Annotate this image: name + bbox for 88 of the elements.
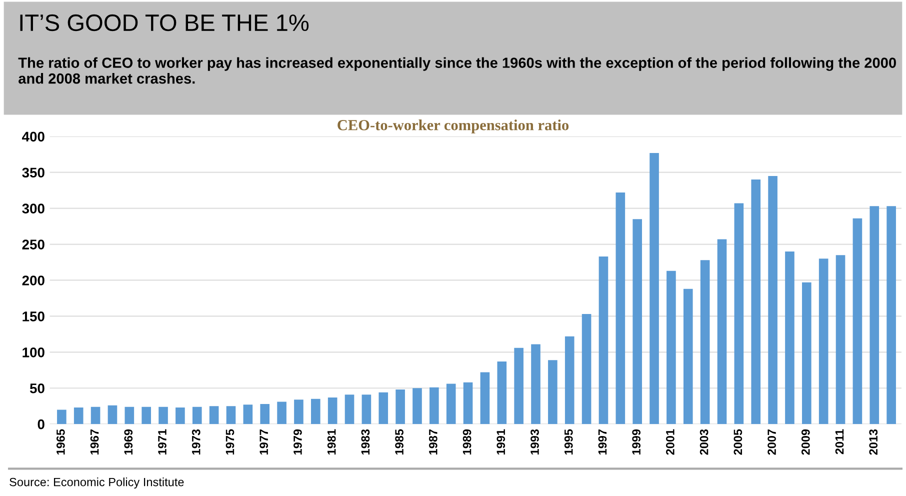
x-tick-label: 1971 [158,429,166,454]
x-tick-label: 1991 [496,429,506,454]
x-tick-label: 1997 [598,429,607,454]
bar [717,239,727,424]
bar [463,382,473,424]
bar [124,406,134,424]
x-tick-label: 1999 [632,429,641,454]
x-tick-label: 1965 [56,429,65,454]
y-tick-label: 0 [38,419,44,430]
bar [632,219,642,424]
bar [886,206,896,424]
bar [802,282,812,424]
bar [209,406,219,424]
bar [344,394,354,424]
x-tick-label: 1979 [294,429,302,454]
bar [836,255,846,424]
bar [531,344,540,424]
x-tick-label: 1975 [226,429,234,454]
y-tick-label: 100 [22,347,44,358]
bar [226,406,236,424]
bar [751,180,761,424]
bar [192,406,202,424]
y-tick-label: 200 [22,276,44,286]
bar [700,260,710,424]
y-tick-label: 400 [22,132,44,142]
bar [446,384,456,424]
bar [260,404,270,424]
x-tick-label: 1989 [462,429,472,454]
x-tick-label: 2005 [734,429,742,455]
bar [734,203,744,424]
bar [294,400,304,424]
chart-subtitle: The ratio of CEO to worker pay has increased exponentially since the 1960s with the exception of the period following the 2000 and 2008 market crashes. [18,57,896,84]
bar [852,218,862,424]
bar [582,314,592,424]
bar [277,402,286,424]
x-tick-label: 2011 [835,429,844,454]
x-tick-label: 2001 [666,429,674,455]
bar [768,176,778,424]
x-tick-label: 1985 [395,429,404,454]
bar [57,410,66,424]
x-tick-label: 1987 [428,429,438,454]
text: CEO-to-worker compensation ratio [338,120,569,134]
bar [650,152,659,424]
bar [616,192,626,424]
x-tick-label: 1977 [260,429,268,454]
bar [158,406,168,424]
x-tick-label: 1973 [192,429,200,454]
y-tick-label: 150 [22,312,44,322]
source-note: Source: Economic Policy Institute [10,478,184,489]
bar [480,372,490,424]
x-tick-label: 2003 [700,429,708,455]
y-tick-label: 300 [22,204,44,214]
x-tick-label: 1969 [124,429,133,454]
bar [785,251,794,424]
bar [328,397,338,424]
y-tick-label: 250 [22,240,44,250]
bar [497,362,507,424]
x-tick-label: 1995 [564,429,573,454]
bar [548,360,558,424]
bar [870,206,880,424]
bar [90,406,100,424]
y-tick-label: 50 [30,383,44,394]
bar [378,392,388,424]
x-tick-label: 1967 [90,429,99,454]
bar [243,404,253,424]
bar [598,256,608,424]
bar [564,336,574,424]
x-tick-label: 2007 [768,429,776,455]
x-tick-label: 1983 [361,429,370,454]
x-tick-label: 2013 [869,429,878,455]
x-tick-label: 1981 [327,429,336,454]
bar [514,348,524,424]
bar [310,398,320,424]
bar [818,258,828,424]
bar [430,387,439,424]
bar [412,388,422,424]
bar [362,394,372,424]
bar [396,390,405,424]
bar [666,270,676,424]
bar [683,288,693,424]
x-tick-label: 2009 [801,429,810,455]
chart-title: IT’S GOOD TO BE THE 1% [20,14,309,32]
bar [74,408,84,424]
bar [142,406,151,424]
bar [176,408,185,424]
y-tick-label: 350 [22,168,44,178]
bar [108,405,118,424]
x-tick-label: 1993 [530,429,539,454]
